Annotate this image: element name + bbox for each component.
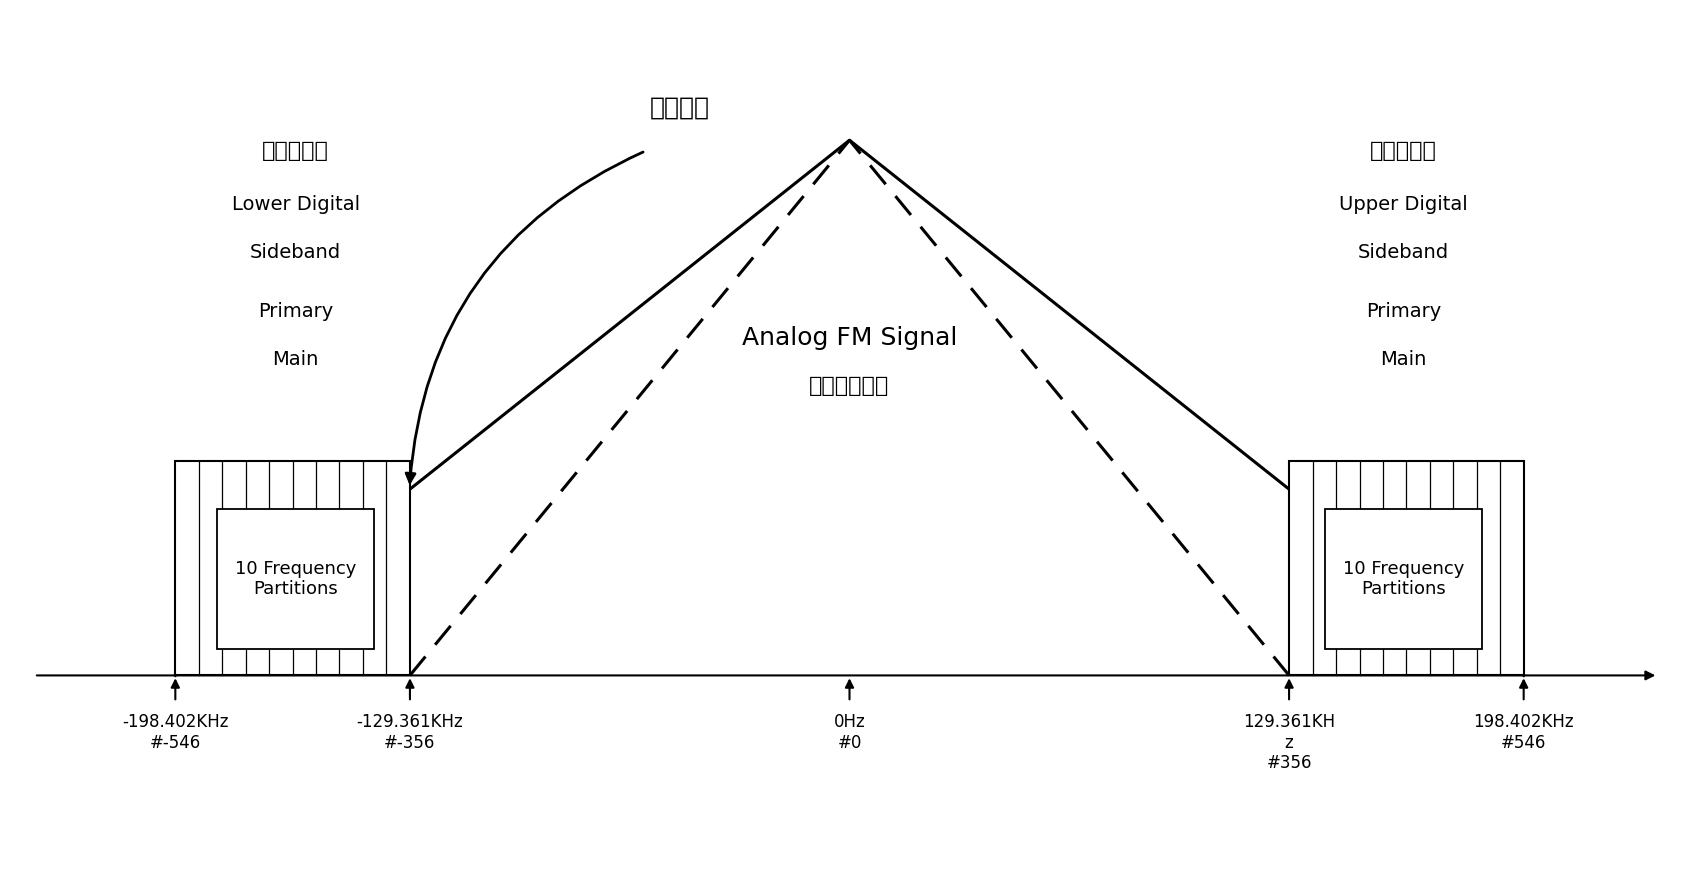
Text: 198.402KHz
#546: 198.402KHz #546: [1472, 713, 1572, 752]
Text: Main: Main: [1379, 350, 1426, 369]
Bar: [175, 461, 409, 675]
Text: Main: Main: [272, 350, 319, 369]
Text: 数字上边带: 数字上边带: [1369, 141, 1437, 160]
Text: 0Hz
#0: 0Hz #0: [834, 713, 864, 752]
Text: 模拟调频信号: 模拟调频信号: [808, 376, 890, 396]
Text: Sideband: Sideband: [1357, 243, 1448, 262]
Bar: [1289, 461, 1523, 675]
Text: 10 Frequency
Partitions: 10 Frequency Partitions: [234, 560, 357, 598]
Text: -129.361KHz
#-356: -129.361KHz #-356: [357, 713, 464, 752]
Text: 129.361KH
z
#356: 129.361KH z #356: [1243, 713, 1335, 773]
Text: -198.402KHz
#-546: -198.402KHz #-546: [122, 713, 229, 752]
Text: 数字下边带: 数字下边带: [261, 141, 329, 160]
Bar: [217, 510, 374, 649]
Text: Primary: Primary: [258, 302, 333, 321]
Text: 10 Frequency
Partitions: 10 Frequency Partitions: [1341, 560, 1464, 598]
Text: Sideband: Sideband: [250, 243, 341, 262]
Text: Analog FM Signal: Analog FM Signal: [742, 326, 956, 350]
Text: Upper Digital: Upper Digital: [1338, 195, 1467, 214]
Bar: [1324, 510, 1481, 649]
Text: 带宽变化: 带宽变化: [649, 96, 710, 120]
Text: Primary: Primary: [1365, 302, 1440, 321]
Text: Lower Digital: Lower Digital: [231, 195, 360, 214]
